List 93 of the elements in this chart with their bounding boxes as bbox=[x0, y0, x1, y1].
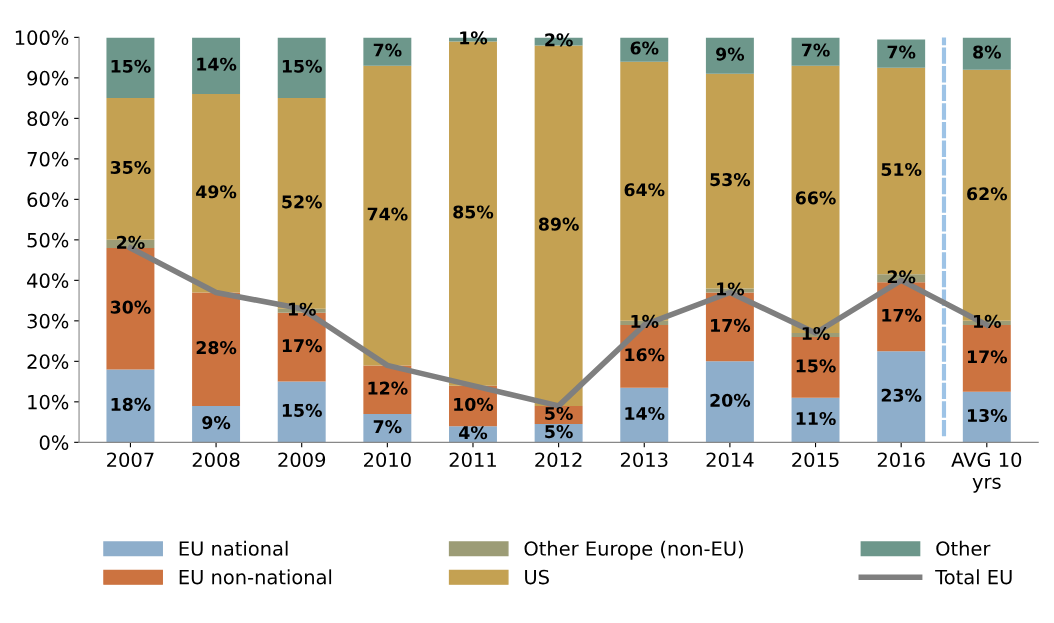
bar bbox=[877, 39, 926, 68]
data-label: 4% bbox=[459, 426, 488, 440]
data-label: 85% bbox=[453, 205, 494, 219]
x-tick-label: 2009 bbox=[278, 452, 326, 468]
data-label: 28% bbox=[196, 341, 237, 355]
data-label: 7% bbox=[887, 45, 916, 59]
bar bbox=[277, 37, 326, 99]
data-label: 1% bbox=[717, 282, 745, 296]
x-tick-label: 2014 bbox=[706, 452, 754, 468]
data-label: 1% bbox=[288, 302, 316, 316]
legend-label: US bbox=[525, 569, 549, 585]
data-label: 66% bbox=[795, 191, 836, 205]
data-label: 8% bbox=[973, 45, 1001, 59]
data-label: 17% bbox=[967, 350, 1008, 364]
data-label: 15% bbox=[282, 403, 322, 417]
x-tick-label: 2008 bbox=[192, 452, 240, 468]
data-label: 12% bbox=[368, 381, 408, 395]
bar bbox=[962, 391, 1011, 443]
y-tick-label: 90% bbox=[27, 70, 69, 86]
x-tick-label: 2011 bbox=[449, 452, 496, 468]
data-label: 5% bbox=[545, 425, 573, 439]
data-label: 74% bbox=[367, 207, 408, 221]
data-label: 14% bbox=[625, 406, 665, 421]
data-label: 2% bbox=[117, 235, 145, 249]
data-label: 6% bbox=[630, 41, 659, 55]
bar bbox=[106, 37, 155, 99]
data-label: 9% bbox=[716, 47, 745, 61]
bar bbox=[705, 361, 754, 443]
data-label: 7% bbox=[801, 43, 830, 57]
data-label: 49% bbox=[196, 185, 237, 199]
data-label: 5% bbox=[545, 406, 573, 421]
bar bbox=[620, 387, 669, 443]
y-tick-label: 60% bbox=[27, 192, 69, 208]
data-label: 52% bbox=[282, 195, 322, 209]
data-label: 1% bbox=[802, 326, 830, 341]
x-tick-label: 2016 bbox=[877, 452, 925, 468]
bar bbox=[192, 292, 241, 406]
bar bbox=[363, 65, 412, 366]
data-label: 15% bbox=[111, 59, 151, 73]
y-tick-label: 80% bbox=[27, 111, 69, 127]
y-tick-label: 100% bbox=[15, 30, 69, 46]
data-label: 51% bbox=[881, 162, 922, 177]
data-label: 15% bbox=[796, 359, 836, 373]
y-tick-label: 40% bbox=[27, 273, 69, 289]
y-tick-label: 20% bbox=[27, 354, 69, 369]
bar bbox=[877, 351, 926, 443]
data-label: 13% bbox=[967, 408, 1008, 423]
y-tick-label: 10% bbox=[28, 394, 69, 410]
x-tick-label: 2007 bbox=[107, 452, 154, 468]
data-label: 17% bbox=[882, 308, 922, 322]
data-label: 10% bbox=[454, 397, 494, 411]
bar bbox=[534, 45, 583, 406]
y-tick-label: 30% bbox=[27, 313, 69, 329]
bar bbox=[106, 369, 155, 443]
bar bbox=[277, 381, 326, 443]
legend-label: Total EU bbox=[935, 569, 1012, 585]
legend-label: EU non-national bbox=[179, 569, 332, 585]
data-label: 64% bbox=[624, 183, 665, 197]
data-label: 14% bbox=[197, 57, 237, 71]
data-label: 89% bbox=[538, 217, 579, 231]
x-tick-label: 2012 bbox=[535, 452, 582, 468]
y-tick-label: 70% bbox=[27, 151, 69, 167]
data-label: 17% bbox=[282, 339, 322, 353]
data-label: 16% bbox=[625, 348, 665, 362]
data-label: 1% bbox=[631, 314, 659, 328]
legend-label: Other bbox=[936, 540, 991, 556]
data-label: 15% bbox=[282, 59, 322, 73]
x-tick-label: 2015 bbox=[792, 452, 839, 468]
legend-label: EU national bbox=[179, 540, 288, 556]
data-label: 53% bbox=[710, 173, 751, 187]
x-tick-label: 2013 bbox=[620, 452, 668, 468]
y-tick-label: 50% bbox=[27, 232, 69, 248]
data-label: 9% bbox=[202, 416, 231, 430]
data-label: 7% bbox=[373, 43, 402, 57]
data-label: 23% bbox=[881, 388, 922, 402]
x-tick-label: 2010 bbox=[364, 452, 411, 468]
bar bbox=[192, 37, 241, 95]
data-label: 1% bbox=[974, 314, 1001, 328]
data-label: 17% bbox=[711, 318, 751, 332]
bar bbox=[705, 37, 754, 74]
data-label: 35% bbox=[110, 160, 151, 175]
data-label: 30% bbox=[110, 300, 151, 314]
x-tick-label: AVG 10 yrs bbox=[951, 452, 1022, 493]
bar bbox=[192, 94, 241, 293]
bar bbox=[106, 247, 155, 370]
legend-label: Other Europe (non-EU) bbox=[524, 540, 743, 560]
data-label: 18% bbox=[111, 397, 151, 411]
data-label: 20% bbox=[710, 393, 751, 407]
data-label: 2% bbox=[887, 270, 916, 284]
data-label: 11% bbox=[796, 411, 836, 426]
data-label: 62% bbox=[967, 187, 1008, 201]
data-label: 7% bbox=[373, 420, 402, 434]
y-tick-label: 0% bbox=[39, 435, 69, 450]
